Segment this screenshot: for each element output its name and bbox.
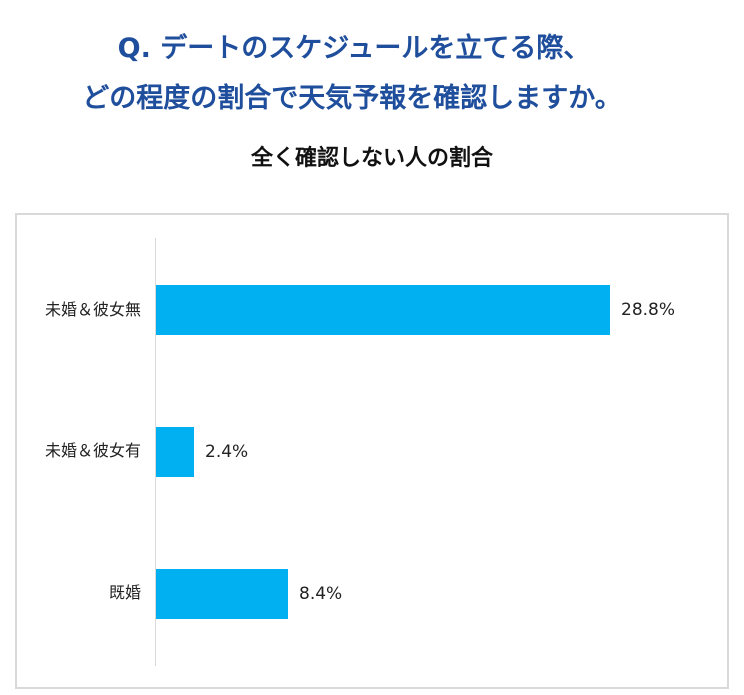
bar [156,285,610,335]
value-label: 28.8% [621,300,676,320]
category-label: 未婚＆彼女有 [44,441,141,460]
category-label: 未婚＆彼女無 [44,300,141,319]
question-line-1: Q. デートのスケジュールを立てる際、 [117,33,591,64]
question-line-2: どの程度の割合で天気予報を確認しますか。 [82,83,622,114]
bar [156,569,288,619]
bar [156,427,194,477]
value-label: 8.4% [299,584,343,604]
category-label: 既婚 [108,583,141,602]
value-label: 2.4% [205,442,249,462]
y-axis-line [155,238,156,666]
chart-title: 全く確認しない人の割合 [250,146,493,171]
